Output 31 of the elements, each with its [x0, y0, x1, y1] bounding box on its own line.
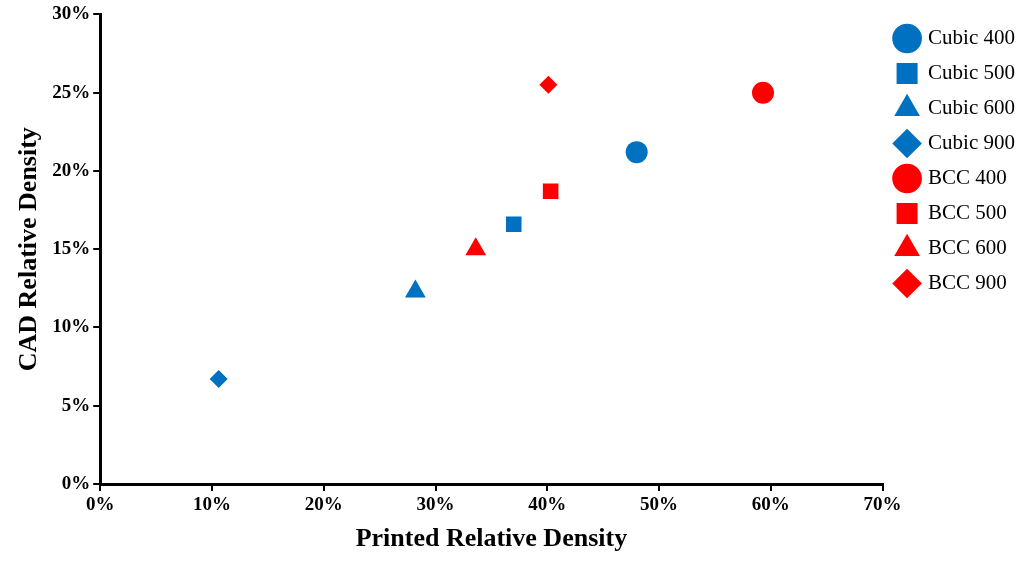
- x-tick-label: 10%: [192, 493, 231, 515]
- point: [625, 141, 648, 164]
- y-tick-label: 15%: [52, 237, 91, 259]
- legend-label: Cubic 400: [928, 25, 1016, 50]
- y-tick-label: 5%: [61, 393, 91, 415]
- legend-label: Cubic 600: [928, 95, 1016, 120]
- point: [542, 183, 559, 200]
- y-tick-label: 20%: [52, 158, 91, 180]
- legend-label: Cubic 900: [928, 130, 1016, 155]
- x-tick-label: 40%: [528, 493, 567, 515]
- x-tick-label: 20%: [304, 493, 343, 515]
- y-axis-title: CAD Relative Density: [13, 127, 43, 372]
- point: [209, 370, 228, 389]
- y-tick-label: 30%: [52, 2, 91, 24]
- point: [751, 81, 774, 104]
- point: [539, 75, 558, 94]
- x-tick-label: 30%: [416, 493, 455, 515]
- x-tick-label: 60%: [751, 493, 790, 515]
- point: [505, 216, 522, 232]
- legend-label: BCC 500: [928, 200, 1007, 225]
- x-tick-label: 50%: [640, 493, 679, 515]
- x-tick-label: 0%: [85, 493, 115, 515]
- y-tick-label: 10%: [52, 315, 91, 337]
- legend-label: Cubic 500: [928, 60, 1016, 85]
- legend-label: BCC 600: [928, 235, 1007, 260]
- x-axis-title: Printed Relative Density: [355, 523, 628, 553]
- legend-label: BCC 900: [928, 270, 1007, 295]
- y-tick-label: 25%: [52, 80, 91, 102]
- y-tick-label: 0%: [61, 471, 91, 493]
- legend-label: BCC 400: [928, 165, 1007, 190]
- x-tick-label: 70%: [863, 493, 902, 515]
